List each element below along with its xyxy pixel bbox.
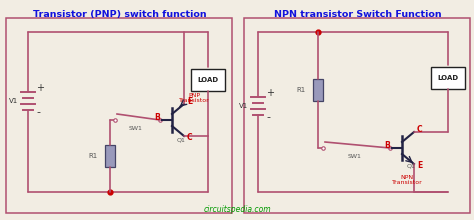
Text: B: B [384, 141, 390, 150]
Text: NPN
Transistor: NPN Transistor [392, 175, 422, 185]
Text: C: C [187, 134, 192, 143]
Text: LOAD: LOAD [198, 77, 219, 83]
Bar [313, 79, 323, 101]
Text: +: + [266, 88, 274, 98]
Text: NPN transistor Switch Function: NPN transistor Switch Function [274, 10, 442, 19]
Text: B: B [154, 114, 160, 123]
Text: E: E [417, 161, 422, 170]
Text: V1: V1 [239, 103, 248, 109]
Text: SW1: SW1 [129, 126, 143, 131]
Text: E: E [187, 97, 192, 106]
Text: Q1: Q1 [407, 163, 416, 169]
Bar [105, 145, 115, 167]
Text: Q1: Q1 [177, 138, 186, 143]
Text: V1: V1 [9, 98, 18, 104]
Text: -: - [36, 107, 40, 117]
Bar [6, 18, 232, 213]
Text: Transistor (PNP) switch function: Transistor (PNP) switch function [33, 10, 207, 19]
Text: R1: R1 [297, 87, 306, 93]
Text: circuitspedia.com: circuitspedia.com [203, 205, 271, 214]
Text: +: + [36, 83, 44, 93]
Text: -: - [266, 112, 270, 122]
Text: LOAD: LOAD [438, 75, 458, 81]
Bar [191, 69, 225, 91]
Text: SW1: SW1 [348, 154, 362, 159]
Text: C: C [417, 125, 423, 134]
Bar [431, 67, 465, 89]
Text: PNP
Transistor: PNP Transistor [179, 93, 210, 103]
Bar [244, 18, 470, 213]
Text: R1: R1 [89, 153, 98, 159]
